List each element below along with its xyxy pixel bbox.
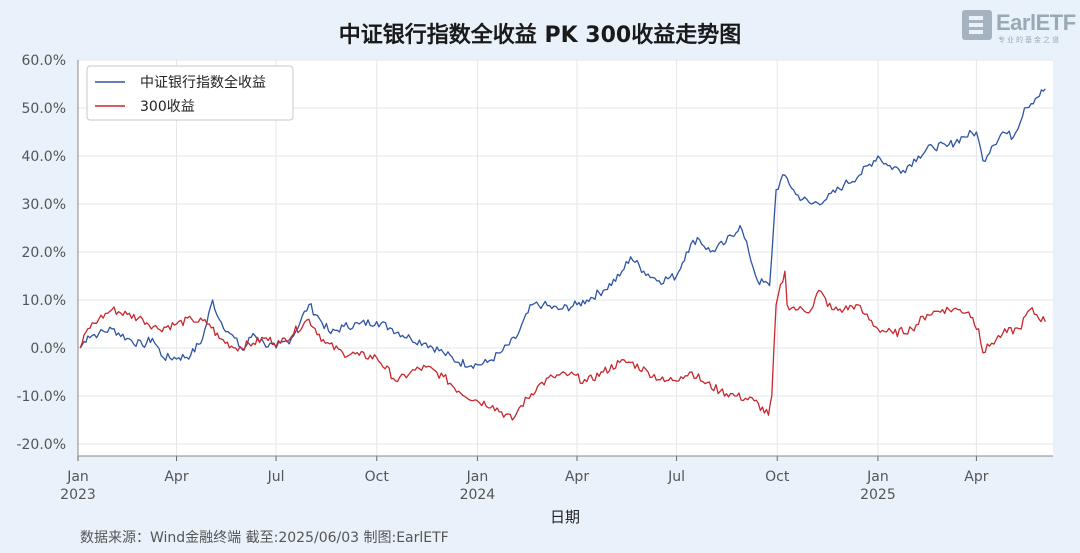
x-tick-label: Jul	[267, 469, 285, 485]
y-tick-label: 20.0%	[22, 245, 66, 261]
legend-label: 中证银行指数全收益	[140, 74, 266, 91]
x-tick-year-label: 2023	[60, 487, 96, 503]
grid-layer	[77, 59, 1053, 456]
y-tick-label: 10.0%	[22, 293, 66, 309]
x-tick-label: Jul	[667, 469, 685, 485]
x-axis-title: 日期	[549, 508, 580, 526]
y-tick-label: 30.0%	[22, 197, 66, 213]
y-tick-label: -10.0%	[16, 389, 66, 405]
y-axis: -20.0% -10.0% 0.0% 10.0% 20.0% 30.0% 40.0% 50.0…	[16, 53, 79, 456]
x-tick-label: Oct	[765, 469, 790, 485]
x-tick-label: Oct	[365, 469, 390, 485]
plot-background	[78, 60, 1053, 456]
y-tick-label: 50.0%	[22, 101, 66, 117]
x-tick-label: Jan	[66, 469, 89, 485]
x-tick-year-label: 2024	[460, 487, 496, 503]
logo-text: EarlETF	[996, 10, 1076, 35]
x-axis: Jan 2023 Apr Jul Oct Jan 2024 Apr Jul Oct Jan 2025 A…	[60, 455, 1053, 503]
y-tick-label: 40.0%	[22, 149, 66, 165]
x-tick-label: Apr	[565, 469, 589, 485]
series-hs300-line	[79, 270, 1046, 421]
earletf-logo: EarlETF 专业的基金之道	[962, 8, 1076, 44]
y-tick-label: 60.0%	[22, 53, 66, 69]
chart-title: 中证银行指数全收益 PK 300收益走势图	[338, 23, 742, 48]
logo-mark-icon	[962, 10, 992, 40]
x-tick-label: Jan	[466, 469, 489, 485]
y-tick-label: -20.0%	[16, 437, 66, 453]
logo-subtitle: 专业的基金之道	[998, 36, 1061, 44]
series-layer	[79, 88, 1046, 421]
x-tick-label: Jan	[866, 469, 889, 485]
x-tick-label: Apr	[164, 469, 188, 485]
x-tick-year-label: 2025	[860, 487, 896, 503]
legend-box	[86, 65, 294, 121]
y-tick-label: 0.0%	[30, 341, 66, 357]
x-tick-label: Apr	[964, 469, 988, 485]
legend: 中证银行指数全收益 300收益	[86, 65, 294, 121]
legend-label: 300收益	[140, 99, 195, 115]
plot-area	[78, 60, 1053, 456]
source-footer: 数据来源：Wind金融终端 截至:2025/06/03 制图:EarlETF	[80, 530, 449, 546]
